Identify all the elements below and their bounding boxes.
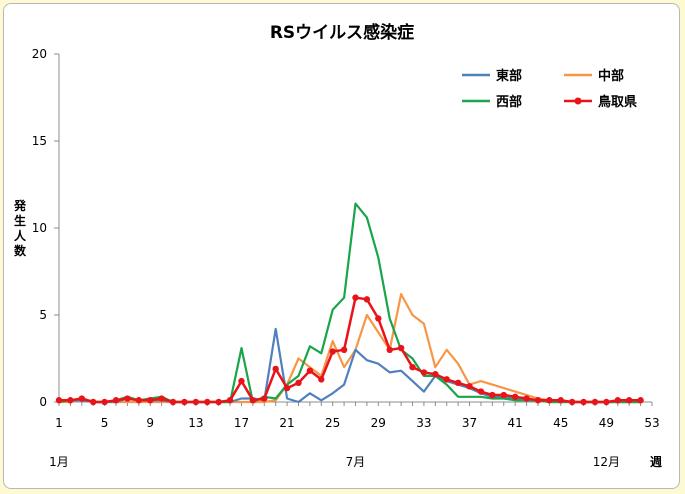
x-tick-label: 1 [55,416,63,430]
data-point [318,376,325,383]
data-point [147,397,154,404]
data-point [238,377,245,385]
x-tick-label: 49 [599,416,614,430]
month-label: 7月 [346,455,366,469]
data-point [283,384,291,392]
data-point [375,315,382,322]
y-tick-label: 20 [32,47,47,61]
data-point [591,398,599,406]
series-line-4 [59,296,641,404]
y-tick-label: 5 [39,308,47,322]
y-axis-label-char: 人 [14,228,27,243]
y-tick-label: 10 [32,221,47,235]
series-line-1 [59,327,641,404]
series-line-2 [59,293,641,404]
data-point [181,398,188,406]
y-axis-label-char: 数 [14,243,27,258]
data-point [192,398,200,406]
x-tick-label: 13 [188,416,203,430]
data-point [546,397,553,404]
data-point [329,348,336,355]
data-point [477,388,485,395]
y-tick-label: 0 [39,395,47,409]
data-point [511,393,519,400]
data-point [523,395,530,402]
month-labels: 1月 7月 12月 [49,455,620,469]
data-point [534,397,542,404]
legend-label: 西部 [496,94,522,110]
legend-label: 鳥取県 [598,94,637,110]
x-tick-label: 41 [508,416,523,430]
data-point [352,294,359,301]
chart-frame: RSウイルス感染症 発 生 人 数 0 5 10 15 20 1 5 9 13 17 21 25 29… [3,3,680,489]
data-point [158,395,165,402]
data-point [580,398,587,406]
x-tick-label: 21 [279,416,294,430]
x-tick-label: 33 [416,416,431,430]
data-point [90,398,97,406]
data-point [249,397,257,404]
data-point [500,391,507,399]
y-tick-labels: 0 5 10 15 20 [32,47,47,409]
legend-label: 東部 [496,68,522,84]
data-point [215,398,222,406]
data-point [454,379,462,387]
legend-label: 中部 [598,68,624,84]
data-point [568,398,576,406]
series-line-3 [58,202,641,404]
data-point [386,346,393,353]
data-point [112,397,120,404]
chart-title: RSウイルス感染症 [270,22,414,43]
y-axis-label: 発 生 人 数 [13,198,27,258]
data-point [489,391,496,399]
series-lines [55,202,644,406]
x-tick-label: 5 [101,416,109,430]
x-tick-label: 9 [146,416,154,430]
data-point [135,397,143,404]
x-tick-label: 29 [371,416,386,430]
month-label: 1月 [49,455,69,469]
data-point [204,398,211,406]
y-axis-label-char: 発 [13,198,27,213]
data-point [169,398,177,406]
data-point [603,398,610,406]
y-axis-label-char: 生 [14,213,26,228]
x-axis-label: 週 [650,454,662,469]
data-point [295,379,302,387]
x-tick-label: 45 [553,416,568,430]
data-point [557,397,564,404]
data-point [443,376,450,383]
data-point [625,397,633,404]
x-tick-label: 17 [234,416,249,430]
data-point [363,296,371,303]
x-tick-labels: 1 5 9 13 17 21 25 29 33 37 41 45 49 53 [55,416,659,430]
data-point [637,397,644,404]
data-point [409,364,416,371]
data-point [67,397,74,404]
data-point [55,397,63,404]
data-point [272,365,279,373]
data-point [340,346,348,353]
data-point [226,397,234,404]
month-label: 12月 [593,455,620,469]
x-tick-label: 53 [644,416,659,430]
data-point [397,344,405,352]
data-point [420,369,428,376]
data-point [466,383,473,390]
y-tick-label: 15 [32,134,47,148]
data-point [306,367,314,374]
data-point [614,397,621,404]
data-point [124,395,131,402]
x-tick-label: 25 [325,416,340,430]
x-tick-label: 37 [462,416,477,430]
legend-marker [574,97,582,105]
data-point [101,398,108,406]
data-point [261,395,268,402]
data-point [78,395,86,402]
data-point [432,370,439,378]
